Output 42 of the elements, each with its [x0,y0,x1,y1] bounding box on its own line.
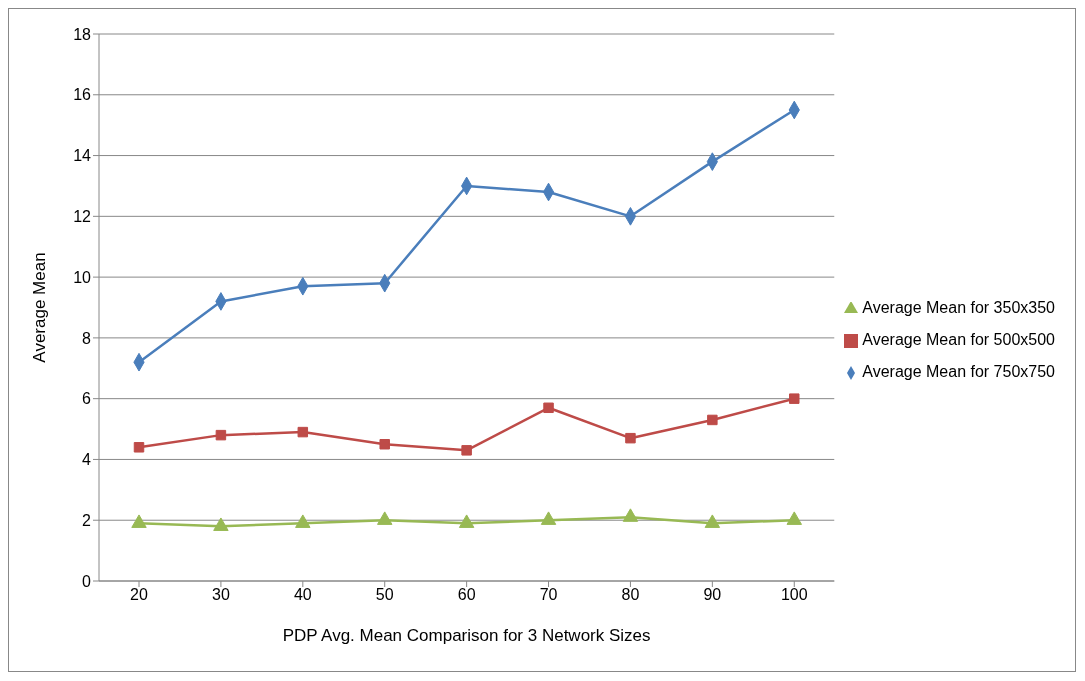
point [215,429,227,441]
point [213,517,229,531]
y-tick-label: 4 [82,451,92,469]
point [297,426,309,438]
legend-label: Average Mean for 350x350 [862,299,1055,316]
point [295,514,311,528]
x-tick-label: 90 [703,586,722,604]
y-tick-label: 8 [82,329,92,347]
point [707,414,718,426]
y-tick-label: 18 [73,25,92,43]
x-tick-label: 60 [457,586,476,604]
point [461,445,472,456]
x-axis-title: PDP Avg. Mean Comparison for 3 Network Sizes [282,626,651,645]
point [625,432,636,444]
y-tick-label: 12 [73,208,92,226]
x-tick-label: 20 [130,586,148,604]
point [622,508,639,522]
point [786,511,802,525]
point [543,402,554,414]
point [377,511,393,525]
y-tick-label: 2 [82,511,92,529]
x-tick-label: 80 [621,586,640,604]
y-tick-label: 0 [82,572,92,590]
point [704,514,721,528]
point [131,514,147,528]
x-tick-label: 70 [539,586,558,604]
x-tick-label: 40 [293,586,312,604]
y-tick-label: 16 [73,86,92,104]
point [789,393,800,404]
x-tick-label: 50 [375,586,394,604]
y-tick-label: 14 [73,147,92,165]
x-tick-label: 100 [780,586,808,604]
legend-label: Average Mean for 750x750 [862,363,1055,380]
y-tick-label: 6 [82,390,92,408]
y-axis-title: Average Mean [30,252,50,363]
legend-label: Average Mean for 500x500 [862,331,1055,348]
y-tick-label: 10 [73,268,92,286]
point [458,514,475,528]
point [133,442,145,453]
point [379,439,390,450]
point [540,511,557,525]
x-tick-label: 30 [212,586,230,604]
